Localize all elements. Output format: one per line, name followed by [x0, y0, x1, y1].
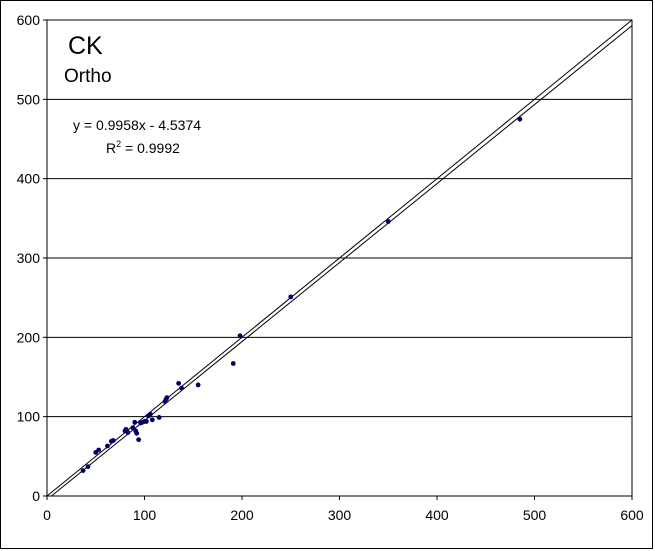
- chart-subtitle: Ortho: [64, 66, 112, 87]
- data-point: [130, 425, 136, 431]
- data-point: [176, 380, 182, 386]
- data-point: [230, 361, 236, 366]
- data-points: [80, 116, 523, 474]
- data-point: [147, 411, 153, 417]
- data-point: [164, 395, 170, 401]
- data-point: [156, 415, 162, 420]
- r-squared-label: R2 = 0.9992: [106, 139, 180, 156]
- x-tick-label: 400: [425, 507, 449, 523]
- data-point: [149, 417, 155, 423]
- data-point: [105, 443, 110, 449]
- data-point: [110, 438, 116, 443]
- trendline-equation: y = 0.9958x - 4.5374: [73, 117, 202, 133]
- chart-title: CK: [68, 32, 103, 60]
- data-point: [136, 437, 142, 443]
- data-point: [237, 333, 243, 339]
- data-point: [517, 116, 523, 122]
- data-point: [132, 419, 138, 425]
- y-tick-label: 300: [17, 250, 41, 266]
- y-axis-ticks: 0 100 200 300 400 500 600: [17, 12, 47, 504]
- x-tick-label: 100: [133, 507, 157, 523]
- identity-line: [46, 19, 633, 497]
- x-tick-label: 0: [43, 507, 51, 523]
- r-squared-symbol: R: [106, 140, 117, 156]
- data-point: [179, 385, 184, 391]
- x-tick-label: 200: [230, 507, 254, 523]
- data-point: [144, 419, 149, 424]
- data-point: [80, 468, 86, 474]
- data-point: [288, 294, 294, 300]
- r-squared-superscript: 2: [116, 139, 122, 149]
- data-point: [385, 219, 391, 224]
- data-point: [195, 382, 201, 388]
- y-tick-label: 400: [17, 171, 41, 187]
- y-tick-label: 100: [17, 409, 41, 425]
- y-tick-label: 200: [17, 329, 41, 345]
- data-point: [85, 464, 91, 470]
- y-tick-label: 0: [32, 488, 40, 504]
- x-tick-label: 300: [328, 507, 352, 523]
- r-squared-value: = 0.9992: [121, 140, 180, 156]
- data-point: [125, 430, 131, 435]
- y-tick-label: 600: [17, 12, 41, 28]
- x-tick-label: 500: [523, 507, 547, 523]
- y-tick-label: 500: [17, 91, 41, 107]
- data-point: [134, 430, 140, 436]
- data-point: [96, 447, 102, 453]
- x-tick-label: 600: [620, 507, 644, 523]
- x-axis-ticks: 0 100 200 300 400 500 600: [43, 496, 644, 523]
- regression-line: [51, 25, 633, 497]
